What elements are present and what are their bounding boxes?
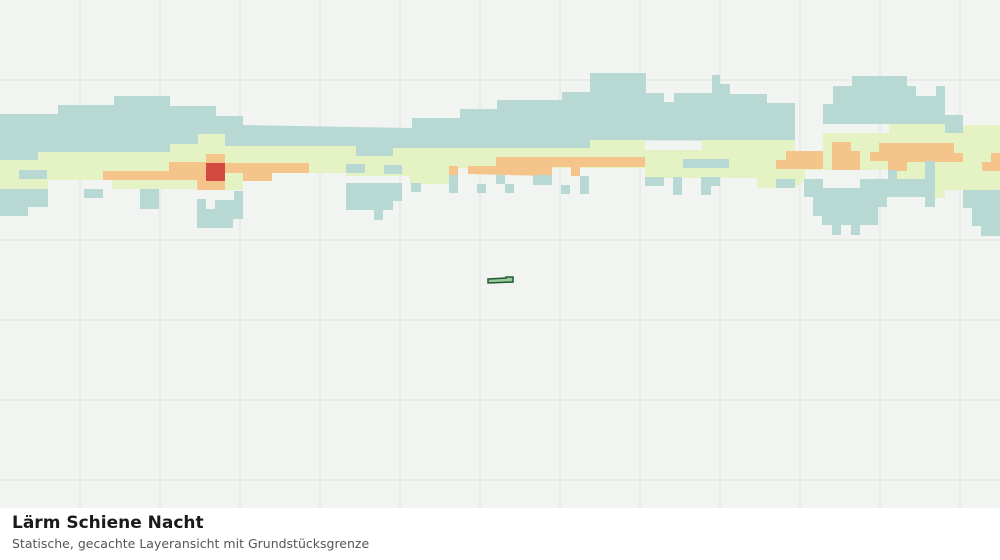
noise-zone [832,142,860,170]
noise-zone [19,170,47,179]
noise-zone [505,184,514,193]
noise-zone [84,189,103,198]
noise-zone [683,159,729,168]
noise-zone [701,177,720,195]
noise-zone [925,197,935,207]
noise-zone [533,175,552,185]
noise-layer [0,73,1000,236]
noise-zone [982,153,1000,171]
noise-zone [580,176,589,194]
noise-zone [206,163,225,181]
noise-zone [411,183,421,192]
noise-zone [870,143,963,171]
noise-zone [0,189,48,216]
noise-zone [449,166,458,175]
noise-zone [561,185,570,194]
noise-zone [776,151,823,169]
map-view [0,0,1000,508]
noise-zone [477,184,486,193]
noise-zone [197,191,243,228]
noise-zone [346,183,402,220]
noise-zone [140,189,159,209]
noise-zone [468,157,645,176]
noise-zone [0,73,795,160]
noise-zone [112,180,122,189]
parcel-boundary [487,276,514,284]
noise-zone [888,170,897,179]
noise-zone [346,164,365,173]
noise-zone [449,175,458,193]
noise-zone-group [0,159,1000,236]
map-subtitle: Statische, gecachte Layeransicht mit Gru… [12,536,370,551]
noise-zone [925,161,935,179]
noise-zone [384,165,402,174]
noise-zone [823,76,963,133]
noise-zone [496,175,505,184]
noise-zone [645,177,664,186]
noise-zone [673,177,682,195]
noise-zone [776,179,795,188]
map-background [0,0,1000,508]
noise-zone [963,190,1000,236]
map-title: Lärm Schiene Nacht [12,513,204,533]
noise-zone [804,179,935,235]
